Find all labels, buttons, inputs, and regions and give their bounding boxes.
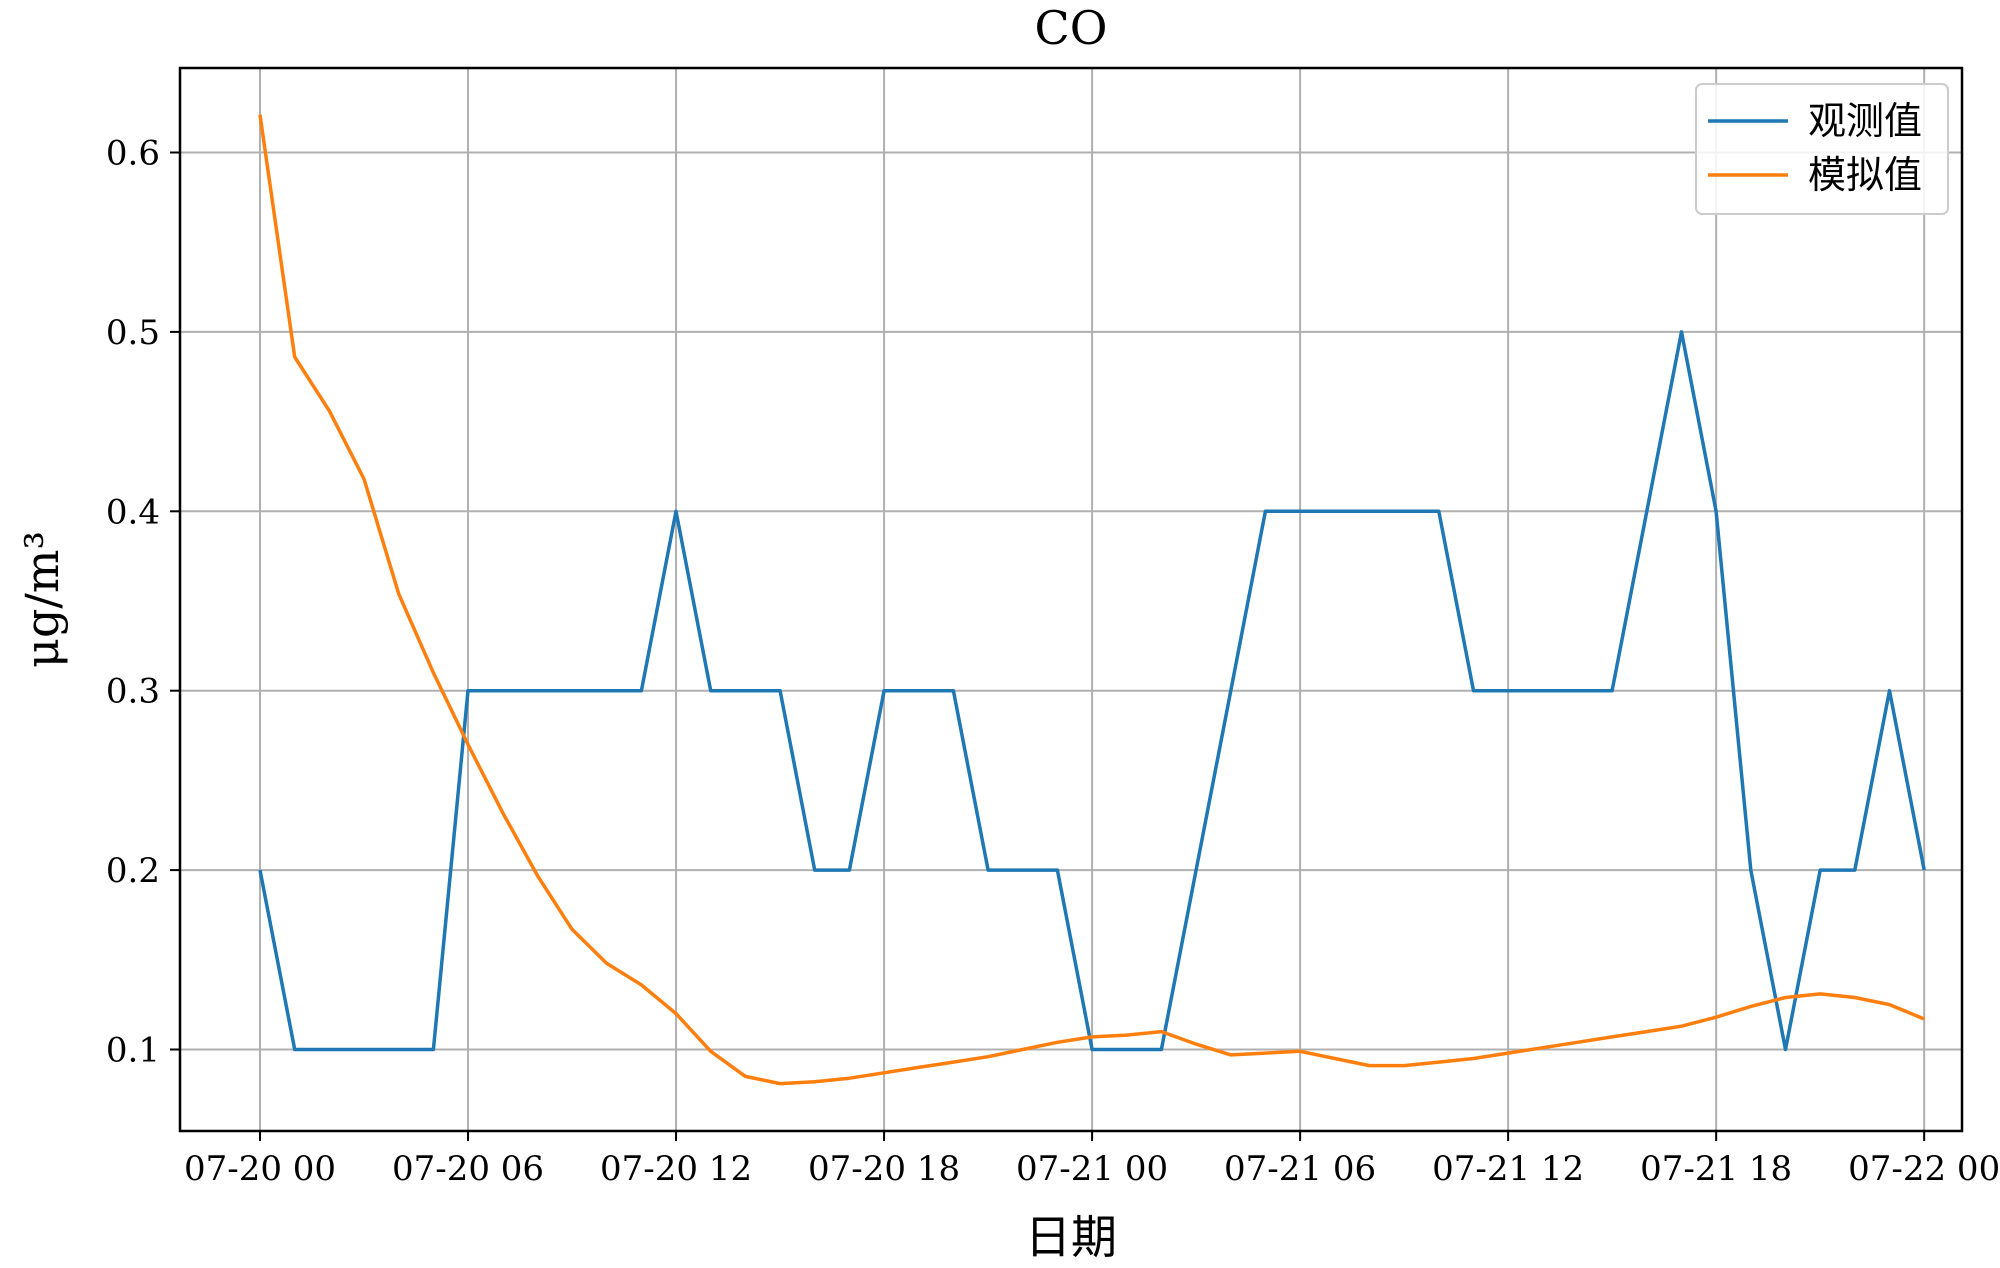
x-tick-label: 07-22 00 <box>1848 1149 2000 1189</box>
chart-title: CO <box>1035 1 1108 55</box>
y-tick-label: 0.2 <box>106 851 160 891</box>
x-tick-label: 07-20 18 <box>808 1149 960 1189</box>
y-axis-label: μg/m³ <box>15 531 69 668</box>
x-tick-label: 07-21 12 <box>1432 1149 1584 1189</box>
legend-label: 模拟值 <box>1808 153 1922 197</box>
y-tick-label: 0.5 <box>106 313 160 353</box>
x-tick-label: 07-21 06 <box>1224 1149 1376 1189</box>
grid-lines <box>180 68 1962 1131</box>
y-tick-label: 0.3 <box>106 672 160 712</box>
x-tick-label: 07-20 00 <box>184 1149 336 1189</box>
legend-label: 观测值 <box>1808 99 1922 143</box>
plot-frame <box>178 66 1964 1133</box>
x-tick-label: 07-21 00 <box>1016 1149 1168 1189</box>
x-axis-label: 日期 <box>1025 1210 1117 1264</box>
axis-ticks: 07-20 00 07-20 06 07-20 12 07-20 18 07-21 00… <box>106 134 2000 1190</box>
x-tick-label: 07-20 12 <box>600 1149 752 1189</box>
y-tick-label: 0.4 <box>106 492 160 532</box>
plot-series <box>258 114 1926 1086</box>
y-tick-label: 0.1 <box>106 1031 160 1071</box>
x-tick-label: 07-21 18 <box>1640 1149 1792 1189</box>
legend-box <box>1695 83 1949 215</box>
y-tick-label: 0.6 <box>106 134 160 174</box>
x-tick-label: 07-20 06 <box>392 1149 544 1189</box>
